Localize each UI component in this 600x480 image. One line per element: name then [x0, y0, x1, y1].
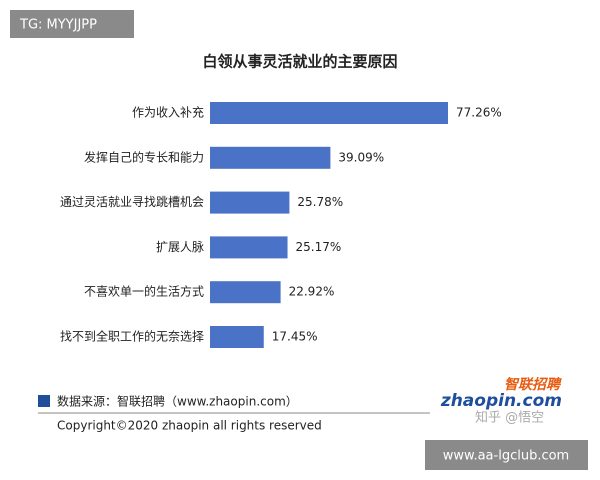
watermark: TG: MYYJJPP [19, 18, 97, 33]
bar [210, 281, 281, 304]
category-label: 发挥自己的专长和能力 [84, 149, 204, 164]
value-label: 39.09% [338, 150, 384, 164]
copyright: Copyright©2020 zhaopin all rights reserv… [57, 419, 322, 433]
category-label: 找不到全职工作的无奈选择 [60, 329, 204, 344]
bar [210, 191, 290, 214]
value-label: 25.17% [296, 240, 342, 254]
bar [210, 102, 448, 124]
watermark-box [10, 10, 134, 38]
value-label: 25.78% [297, 195, 343, 209]
category-label: 作为收入补充 [132, 105, 204, 120]
bar [210, 146, 331, 169]
logo-cn: 智联招聘 [504, 376, 562, 393]
bar-area: 作为收入补充 77.26% 发挥自己的专长和能力 39.09% 通过灵活就业寻找跳槽机会… [60, 102, 502, 348]
category-label: 通过灵活就业寻找跳槽机会 [60, 195, 204, 209]
logo-en: zhaopin.com [440, 391, 562, 411]
credit: 知乎 @悟空 [475, 410, 544, 426]
bar [210, 236, 288, 259]
site-box [425, 440, 588, 470]
value-label: 22.92% [289, 285, 335, 299]
chart-title: 白领从事灵活就业的主要原因 [202, 53, 397, 71]
bar [210, 326, 264, 348]
site: www.aa-lgclub.com [443, 449, 569, 464]
category-label: 不喜欢单一的生活方式 [84, 284, 204, 299]
value-label: 77.26% [456, 106, 502, 120]
source: 数据来源：智联招聘（www.zhaopin.com） [57, 394, 298, 409]
source-marker [38, 395, 50, 407]
category-label: 扩展人脉 [156, 239, 204, 254]
value-label: 17.45% [272, 330, 318, 344]
